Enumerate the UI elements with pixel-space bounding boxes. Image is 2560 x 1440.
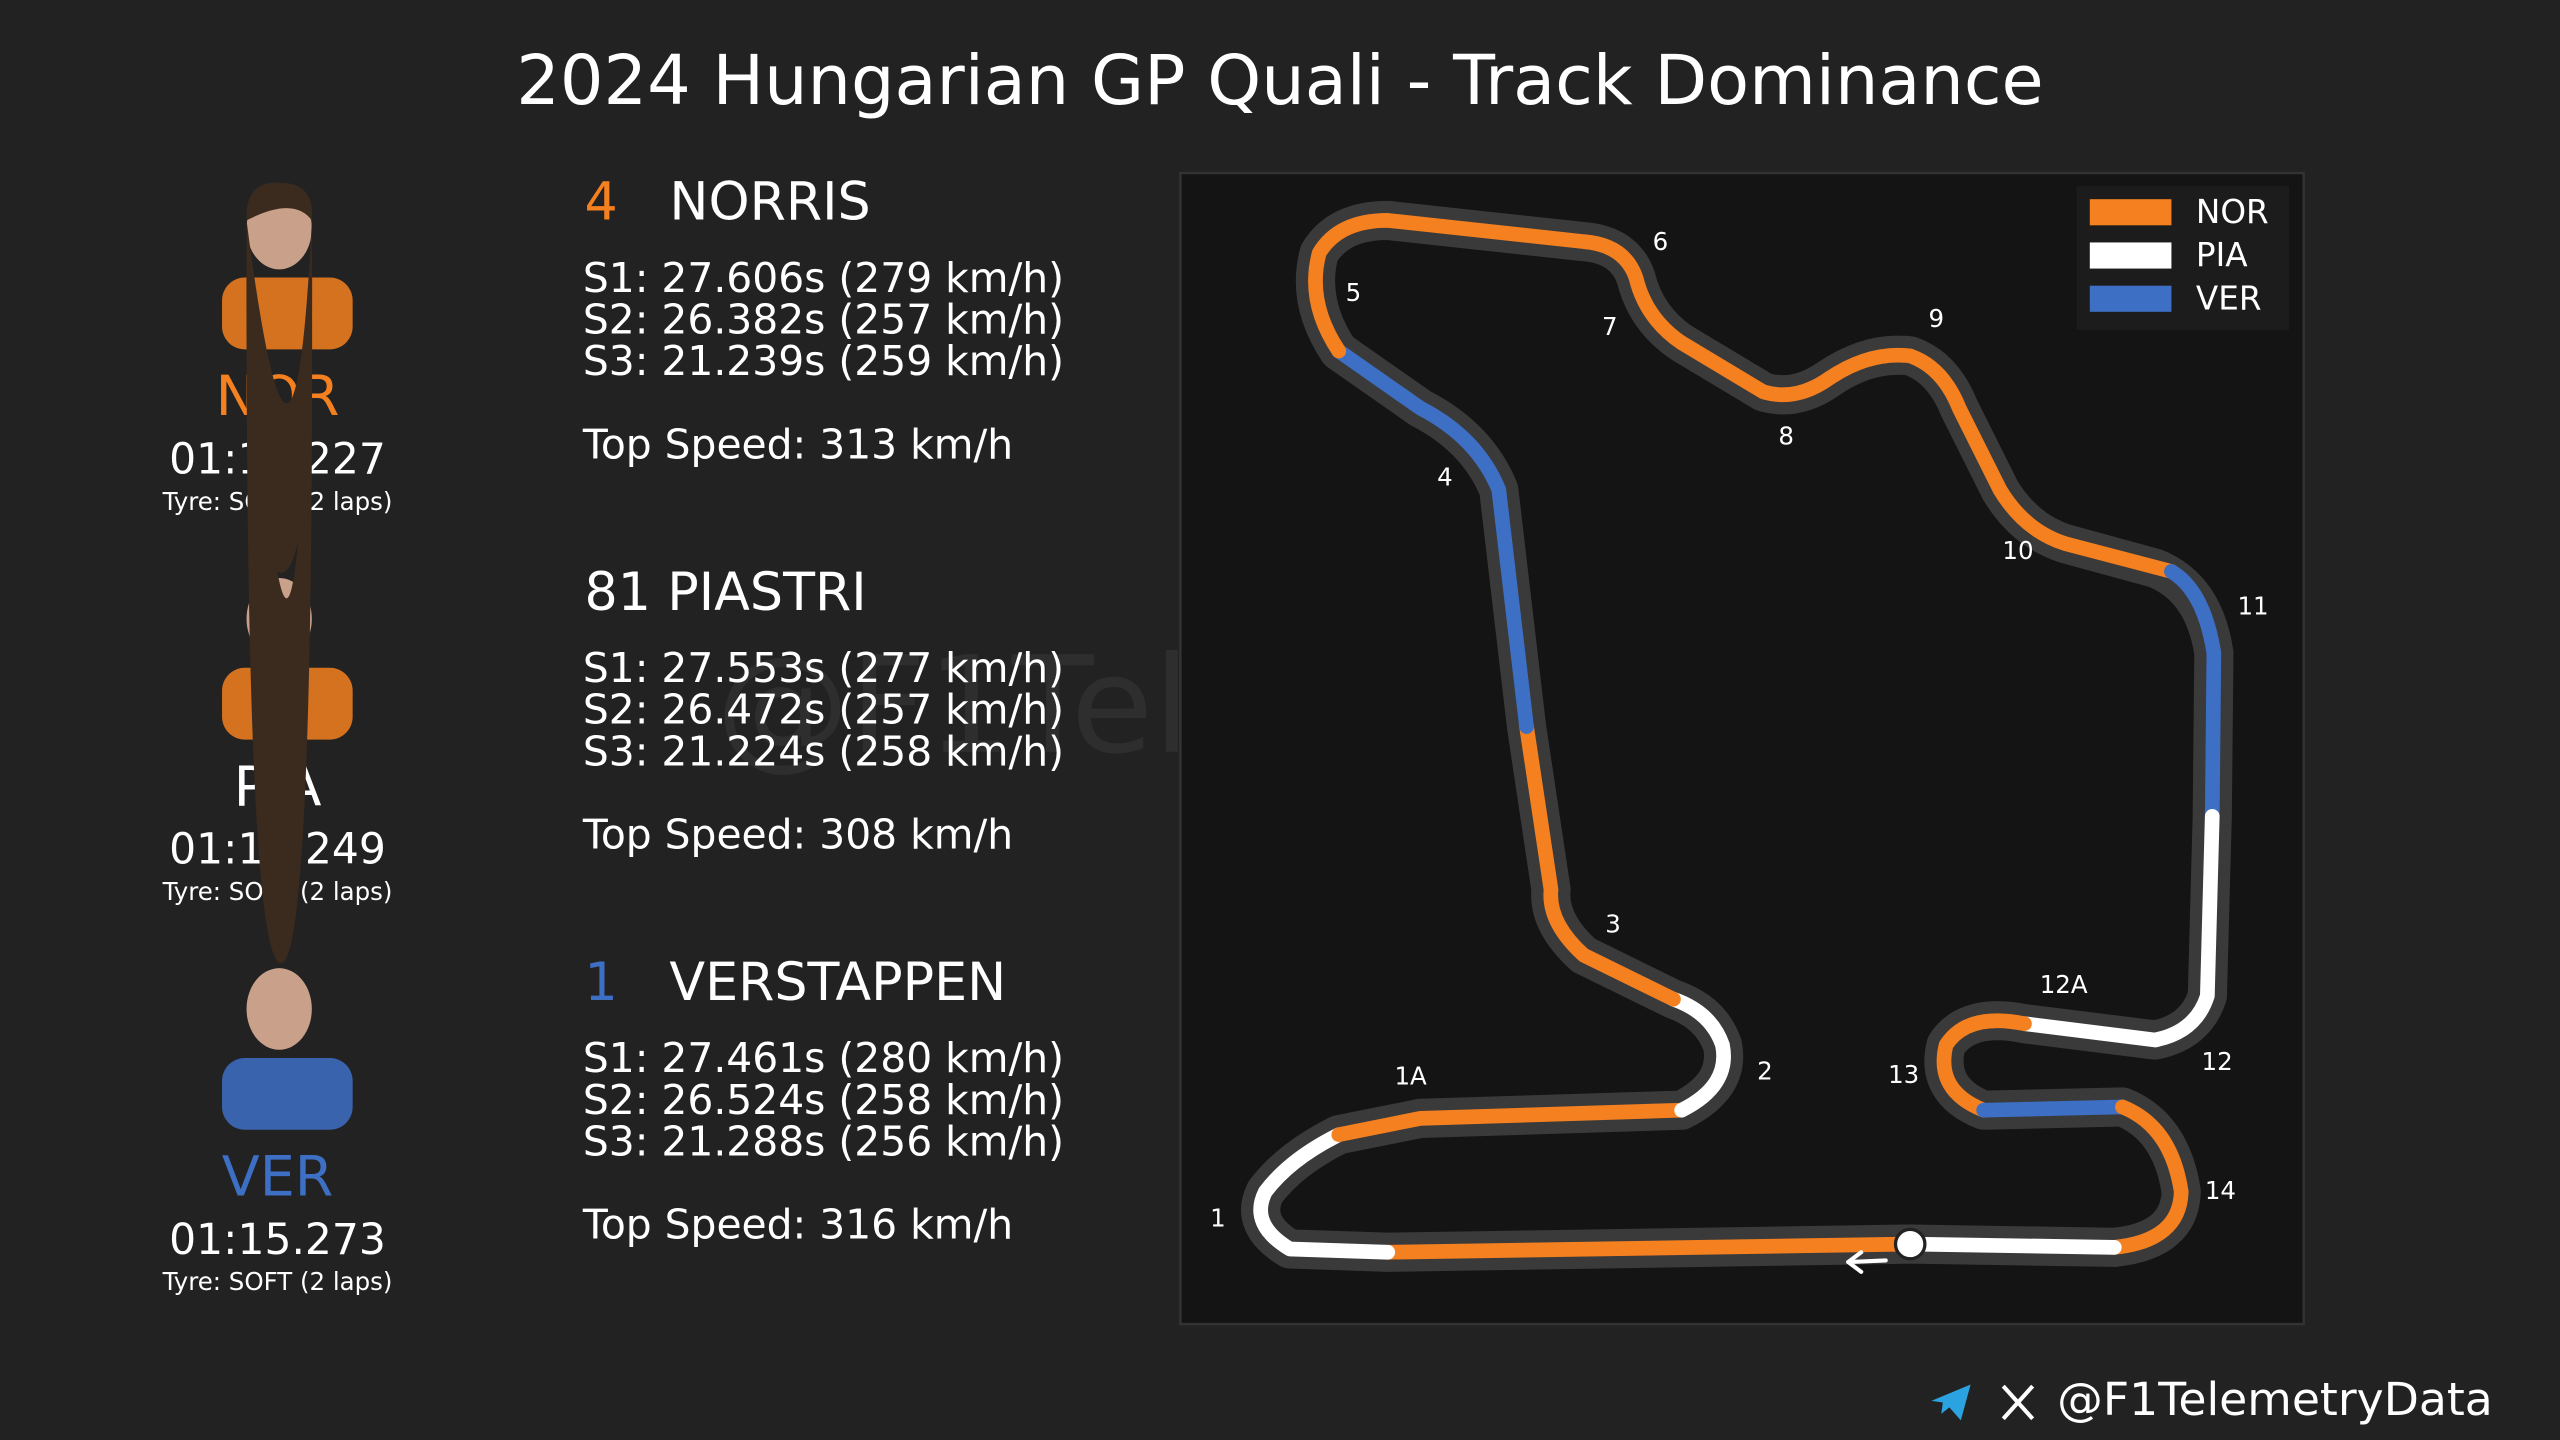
start-marker [1893, 1227, 1927, 1261]
corner-label: 7 [1602, 312, 1618, 341]
corner-label: 8 [1778, 422, 1794, 451]
sector-time: S3: 21.224s (258 km/h) [583, 727, 1064, 775]
title: 2024 Hungarian GP Quali - Track Dominanc… [516, 41, 2043, 121]
segment [2017, 808, 2220, 1048]
segment [1666, 991, 1731, 1118]
sector-time: S1: 27.606s (279 km/h) [583, 254, 1064, 302]
photo-head [246, 968, 312, 1050]
corner-label: 12A [2040, 970, 2088, 999]
segment [2164, 564, 2222, 824]
driver-heading: 1 VERSTAPPEN [584, 953, 1006, 1013]
corner-label: 13 [1888, 1060, 1919, 1089]
legend-swatch [2089, 242, 2172, 269]
sector-time: S2: 26.472s (257 km/h) [583, 686, 1064, 734]
segment [2106, 1099, 2189, 1255]
legend-label: PIA [2196, 236, 2248, 274]
footer: @F1TelemetryData [1931, 1373, 2493, 1426]
segment [1936, 1013, 2032, 1118]
segment [1331, 1102, 1689, 1143]
telegram-icon [1931, 1384, 1971, 1421]
corner-label: 9 [1929, 304, 1945, 333]
sector-time: S2: 26.524s (258 km/h) [583, 1076, 1064, 1124]
segment [1380, 1236, 1918, 1260]
handle: @F1TelemetryData [2057, 1373, 2493, 1426]
corner-label: 5 [1346, 278, 1362, 307]
top-speed: Top Speed: 308 km/h [582, 811, 1013, 859]
legend-entries: NOR PIA VER [2089, 193, 2269, 317]
driver-name: NORRIS [669, 173, 870, 233]
corner-label: 14 [2205, 1176, 2236, 1205]
corner-labels: 1 1A 2 3 4 5 6 7 8 9 10 11 12 12A 13 14 [1210, 227, 2268, 1232]
segment [1308, 213, 2179, 579]
driver-code: VER [222, 1145, 334, 1210]
driver-name: PIASTRI [667, 563, 866, 623]
segment [1253, 1127, 1396, 1260]
corner-label: 1A [1394, 1062, 1427, 1091]
top-speed: Top Speed: 313 km/h [582, 420, 1013, 468]
legend-label: NOR [2196, 193, 2269, 231]
legend-swatch [2089, 199, 2172, 226]
segment [1331, 343, 1534, 734]
driver-number: 4 [584, 173, 617, 233]
legend-swatch [2089, 285, 2172, 312]
x-icon [2001, 1384, 2035, 1421]
sector-time: S1: 27.461s (280 km/h) [583, 1034, 1064, 1082]
segment [1519, 719, 1681, 1007]
driver-name: VERSTAPPEN [669, 953, 1006, 1013]
photo-hair [246, 182, 313, 221]
tyre: Tyre: SOFT (2 laps) [162, 1267, 393, 1296]
segments [1253, 213, 2222, 1260]
segment [1976, 1099, 2130, 1118]
corner-label: 6 [1653, 227, 1669, 256]
driver-panels: NOR01:15.227Tyre: SOFT (2 laps)4NORRISS1… [162, 173, 1064, 1297]
corner-label: 4 [1437, 462, 1453, 491]
top-speed: Top Speed: 316 km/h [582, 1201, 1013, 1249]
corner-label: 2 [1757, 1057, 1773, 1086]
driver-number: 1 [584, 953, 617, 1013]
sector-time: S3: 21.239s (259 km/h) [583, 337, 1064, 385]
sector-time: S3: 21.288s (256 km/h) [583, 1117, 1064, 1165]
driver-heading: 81 PIASTRI [584, 563, 866, 623]
sector-time: S1: 27.553s (277 km/h) [583, 644, 1064, 692]
track [1241, 200, 2234, 1274]
corner-label: 11 [2237, 591, 2268, 620]
corner-label: 10 [2002, 536, 2033, 565]
corner-label: 3 [1605, 910, 1621, 939]
legend-label: VER [2196, 279, 2262, 317]
corner-label: 1 [1210, 1204, 1226, 1233]
segment [1902, 1236, 2122, 1255]
direction-arrow [1846, 1250, 1888, 1274]
photo-hair [246, 220, 313, 964]
lap-time: 01:15.273 [169, 1216, 386, 1265]
corner-label: 12 [2202, 1047, 2233, 1076]
photo-body [222, 277, 353, 350]
driver-number: 81 [584, 563, 650, 623]
photo-body [222, 1057, 353, 1130]
driver-heading: 4 NORRIS [584, 173, 870, 233]
sector-time: S2: 26.382s (257 km/h) [583, 295, 1064, 343]
